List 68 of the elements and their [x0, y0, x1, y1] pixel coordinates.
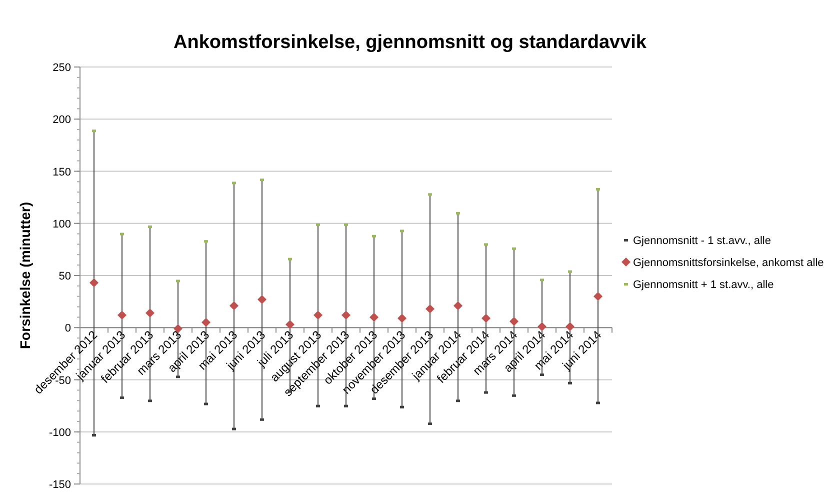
point — [260, 418, 264, 421]
point — [400, 230, 404, 232]
point — [484, 243, 488, 246]
point — [456, 212, 460, 214]
point — [260, 178, 264, 182]
point — [540, 374, 544, 376]
point — [512, 247, 516, 250]
point — [316, 223, 320, 226]
point — [344, 223, 348, 226]
point — [204, 402, 208, 406]
point — [596, 188, 600, 190]
point — [286, 320, 294, 329]
point — [148, 226, 152, 228]
y-tick-label: 100 — [52, 218, 71, 230]
legend-label: Gjennomsnitt + 1 st.avv., alle — [633, 279, 774, 291]
point — [428, 193, 432, 196]
y-tick-label: -150 — [48, 479, 71, 491]
point — [370, 312, 378, 322]
point — [456, 400, 460, 402]
point — [288, 258, 292, 260]
point — [148, 400, 152, 402]
legend-label: Gjennomsnitt - 1 st.avv., alle — [633, 235, 771, 247]
y-tick-label: 0 — [64, 322, 71, 335]
point — [232, 428, 236, 430]
point — [596, 402, 600, 404]
point — [146, 308, 154, 318]
point — [92, 130, 96, 132]
point — [568, 270, 572, 273]
y-tick-label: 200 — [52, 114, 71, 126]
point — [258, 294, 266, 304]
point — [316, 404, 320, 408]
point — [400, 406, 404, 408]
point — [342, 310, 350, 320]
point — [566, 322, 574, 332]
point — [538, 322, 546, 332]
point — [512, 394, 516, 397]
y-tick-label: -100 — [48, 426, 71, 439]
point — [568, 382, 572, 384]
y-tick-label: 50 — [58, 270, 71, 282]
point — [176, 280, 180, 282]
y-axis-title: Forsinkelse (minutter) — [17, 202, 33, 350]
point — [428, 422, 432, 426]
point — [540, 278, 544, 282]
point — [454, 301, 462, 310]
point — [482, 314, 490, 323]
y-tick-label: 150 — [52, 166, 71, 178]
point — [344, 404, 348, 408]
point — [120, 232, 124, 236]
point — [202, 318, 210, 327]
point — [118, 310, 126, 320]
point — [120, 396, 124, 399]
point — [372, 234, 376, 238]
point — [510, 316, 518, 326]
point — [372, 398, 376, 400]
point — [484, 391, 488, 394]
y-tick-label: 250 — [52, 62, 71, 74]
point — [92, 434, 96, 437]
point — [204, 240, 208, 243]
point — [230, 301, 238, 310]
point — [90, 278, 98, 288]
point — [594, 292, 602, 301]
point — [314, 310, 322, 320]
point — [426, 304, 434, 314]
point — [398, 314, 406, 323]
point — [232, 182, 236, 184]
point — [176, 376, 180, 378]
chart-title: Ankomstforsinkelse, gjennomsnitt og standardavvik — [174, 32, 647, 53]
legend-label: Gjennomsnittsforsinkelse, ankomst alle — [633, 257, 824, 269]
